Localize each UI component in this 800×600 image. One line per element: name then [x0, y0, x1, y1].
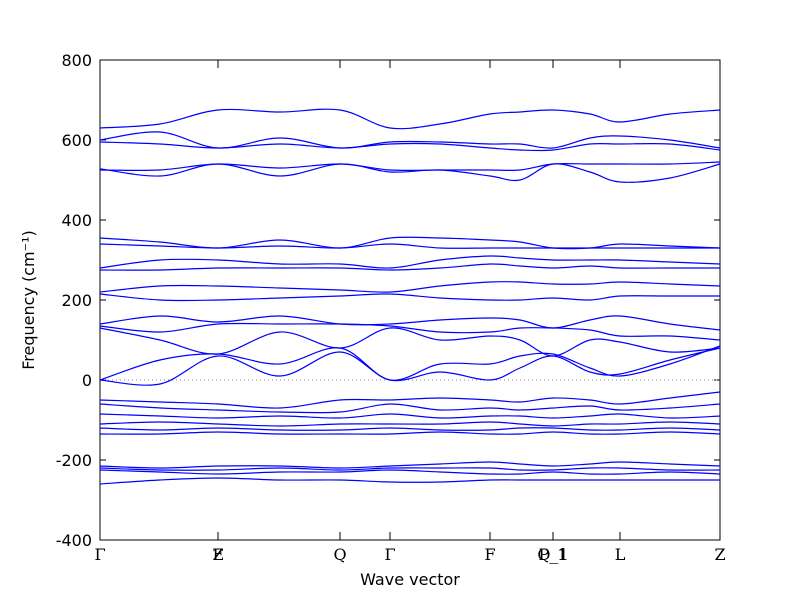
x-tick-label: Q_1	[537, 545, 568, 564]
band-line	[99, 293, 720, 302]
x-axis-label: Wave vector	[360, 570, 460, 589]
band-line	[99, 161, 721, 172]
band-line	[99, 403, 721, 414]
band-line	[99, 281, 721, 293]
band-line	[99, 322, 721, 341]
x-tick-label: F	[484, 545, 495, 564]
band-line	[99, 255, 721, 269]
band-line	[99, 427, 721, 431]
y-tick-label: 800	[61, 51, 92, 70]
y-tick-label: 400	[61, 211, 92, 230]
x-tick-label: Z	[212, 545, 223, 564]
band-line	[99, 467, 721, 471]
band-line	[99, 243, 720, 249]
x-tick-label: Γ	[94, 545, 105, 564]
y-axis-label: Frequency (cm⁻¹)	[19, 230, 38, 369]
band-line	[99, 391, 721, 409]
band-line	[99, 477, 720, 485]
x-tick-label: Z	[714, 545, 725, 564]
band-line	[99, 131, 721, 149]
x-tick-label: F	[212, 545, 223, 564]
band-line	[99, 141, 721, 152]
y-tick-label: 200	[61, 291, 92, 310]
band-line	[99, 431, 721, 435]
band-line	[99, 421, 721, 427]
x-tick-label: Q	[333, 545, 346, 564]
y-tick-label: -400	[56, 531, 92, 550]
band-line	[99, 108, 721, 130]
band-line	[99, 469, 721, 475]
band-line	[99, 345, 721, 381]
band-line	[99, 315, 721, 331]
x-tick-label: Γ	[384, 545, 395, 564]
x-tick-label: L	[615, 545, 626, 564]
y-tick-label: 0	[82, 371, 92, 390]
band-line	[99, 263, 720, 271]
band-line	[99, 413, 721, 419]
band-line	[99, 347, 721, 386]
y-tick-label: 600	[61, 131, 92, 150]
band-line	[99, 327, 721, 357]
y-tick-label: -200	[56, 451, 92, 470]
band-line	[99, 461, 721, 469]
x-tick-label: P_1	[539, 545, 568, 564]
